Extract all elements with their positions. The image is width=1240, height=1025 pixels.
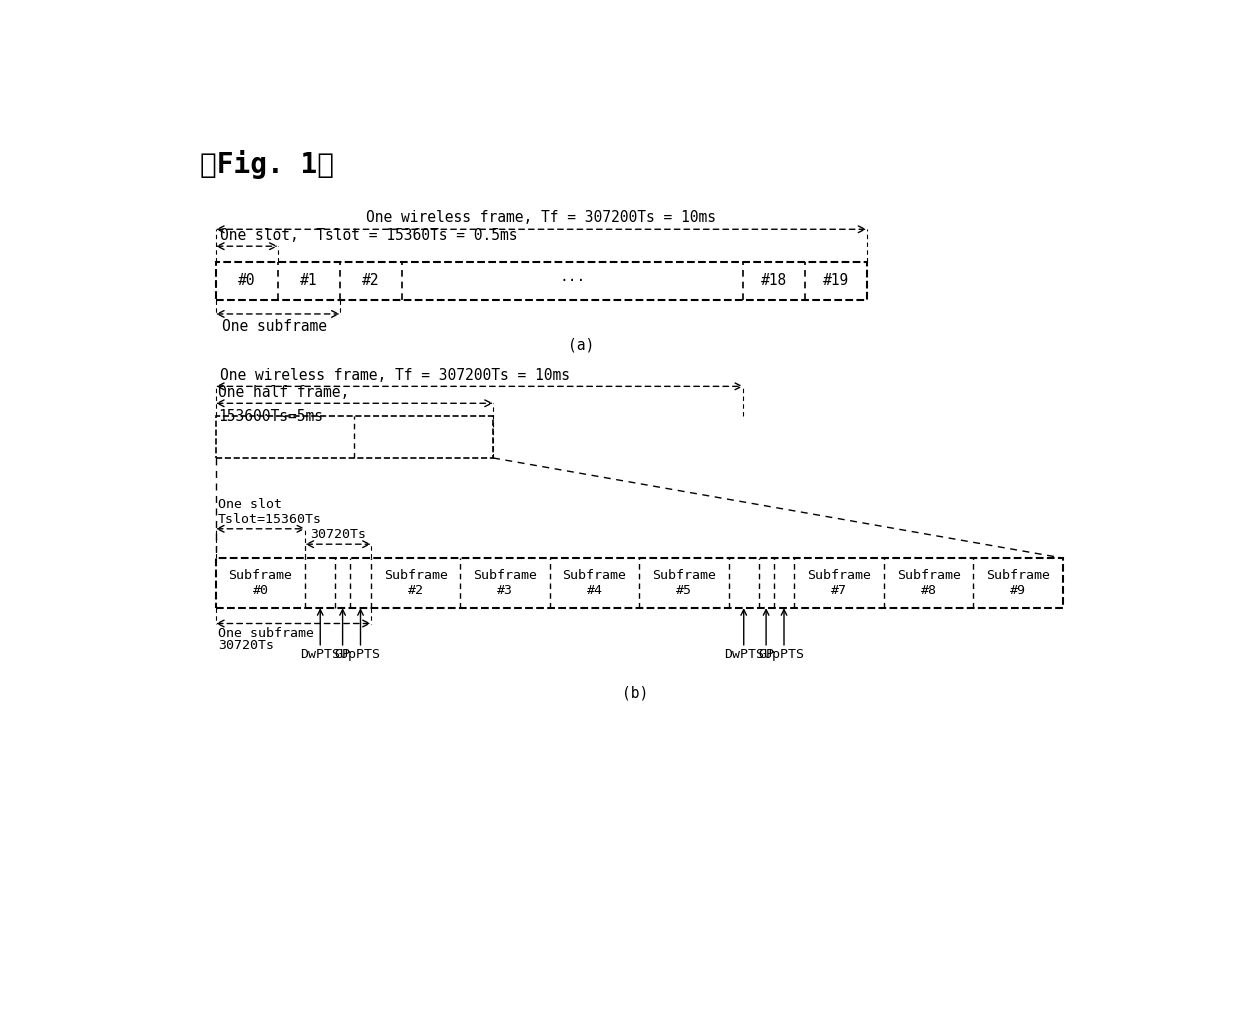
Text: ···: ··· bbox=[559, 274, 585, 288]
Text: Subframe
#5: Subframe #5 bbox=[652, 569, 715, 598]
Text: GP: GP bbox=[758, 648, 774, 661]
Bar bbox=[216, 558, 1063, 608]
Text: UpPTS: UpPTS bbox=[341, 648, 381, 661]
Text: DwPTS: DwPTS bbox=[724, 648, 764, 661]
Text: One wireless frame, Tf = 307200Ts = 10ms: One wireless frame, Tf = 307200Ts = 10ms bbox=[219, 368, 569, 383]
Text: #0: #0 bbox=[238, 274, 255, 288]
Text: One wireless frame, Tf = 307200Ts = 10ms: One wireless frame, Tf = 307200Ts = 10ms bbox=[366, 210, 717, 226]
Text: Subframe
#2: Subframe #2 bbox=[383, 569, 448, 598]
Text: #1: #1 bbox=[300, 274, 317, 288]
Text: #18: #18 bbox=[760, 274, 786, 288]
Text: One slot,  Tslot = 15360Ts = 0.5ms: One slot, Tslot = 15360Ts = 0.5ms bbox=[219, 229, 517, 243]
Bar bbox=[216, 415, 494, 458]
Text: 30720Ts: 30720Ts bbox=[218, 639, 274, 652]
Text: #2: #2 bbox=[362, 274, 379, 288]
Text: Subframe
#0: Subframe #0 bbox=[228, 569, 293, 598]
Text: UpPTS: UpPTS bbox=[764, 648, 804, 661]
Text: Subframe
#8: Subframe #8 bbox=[897, 569, 961, 598]
Text: One subframe: One subframe bbox=[218, 627, 314, 641]
Text: 30720Ts: 30720Ts bbox=[310, 528, 366, 541]
Text: Subframe
#9: Subframe #9 bbox=[986, 569, 1050, 598]
Text: 【Fig. 1】: 【Fig. 1】 bbox=[201, 150, 335, 179]
Text: 153600Ts=5ms: 153600Ts=5ms bbox=[218, 409, 324, 424]
Text: One half frame,: One half frame, bbox=[218, 385, 350, 400]
Text: One slot
Tslot=15360Ts: One slot Tslot=15360Ts bbox=[218, 498, 322, 526]
Text: GP: GP bbox=[335, 648, 351, 661]
Text: Subframe
#7: Subframe #7 bbox=[807, 569, 872, 598]
Text: #19: #19 bbox=[822, 274, 848, 288]
Bar bbox=[216, 261, 867, 300]
Text: Subframe
#4: Subframe #4 bbox=[563, 569, 626, 598]
Text: Subframe
#3: Subframe #3 bbox=[474, 569, 537, 598]
Text: One subframe: One subframe bbox=[222, 319, 327, 333]
Text: (a): (a) bbox=[568, 337, 595, 352]
Text: DwPTS: DwPTS bbox=[300, 648, 340, 661]
Text: (b): (b) bbox=[622, 685, 649, 700]
